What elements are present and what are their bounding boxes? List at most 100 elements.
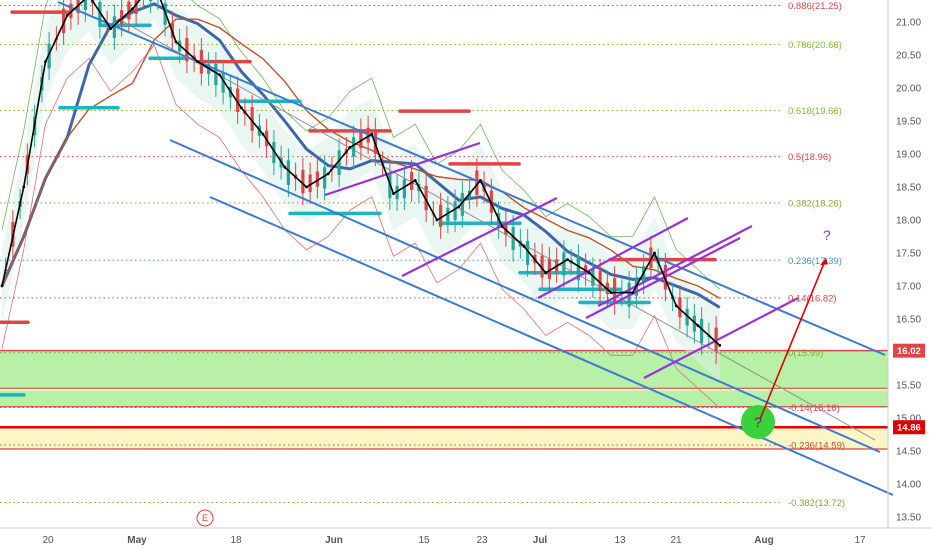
price-point-2 xyxy=(44,60,47,63)
bollinger-fill xyxy=(2,0,720,382)
target-circle xyxy=(741,404,775,439)
sub-channel-1a xyxy=(324,141,481,197)
fib-label-6: 0.14(16.82) xyxy=(788,293,837,304)
candle-body xyxy=(149,0,153,2)
x-tick-label-0: 20 xyxy=(42,535,54,546)
trend-channels[interactable] xyxy=(57,1,894,496)
zone-2 xyxy=(0,427,888,450)
target-question-mark-top: ? xyxy=(823,227,831,243)
candle-body xyxy=(286,160,290,185)
candle-body xyxy=(547,258,551,279)
candle-body xyxy=(649,247,653,269)
y-tick-label-4: 19.50 xyxy=(896,117,921,128)
price-point-6 xyxy=(131,7,134,11)
x-tick-label-1: May xyxy=(127,535,147,546)
y-tick-label-8: 17.50 xyxy=(896,249,921,260)
x-tick-label-9: Aug xyxy=(754,535,773,546)
candle-body xyxy=(562,252,566,276)
price-tag-0: 16.02 xyxy=(897,346,921,357)
candle-body xyxy=(214,63,218,86)
earnings-marker xyxy=(196,509,214,527)
y-tick-label-6: 18.50 xyxy=(896,183,921,194)
price-point-21 xyxy=(457,205,461,209)
candle-body xyxy=(685,308,689,326)
candle-body xyxy=(526,240,530,265)
y-tick-label-7: 18.00 xyxy=(896,216,921,227)
candle-body xyxy=(308,174,312,192)
y-tick-label-2: 20.50 xyxy=(896,51,921,62)
candle-body xyxy=(410,172,414,191)
price-point-14 xyxy=(305,185,308,189)
y-tick-label-10: 16.50 xyxy=(896,315,921,326)
sub-channel-1b xyxy=(401,197,558,277)
candle-body xyxy=(120,10,124,25)
y-tick-label-15: 14.00 xyxy=(896,480,921,491)
price-point-29 xyxy=(631,291,635,294)
candle-body xyxy=(98,1,102,27)
projection-arrowhead xyxy=(820,258,828,266)
price-point-25 xyxy=(544,271,548,275)
candle-body xyxy=(446,207,450,222)
candle-body xyxy=(475,170,479,195)
price-point-24 xyxy=(522,245,526,248)
price-point-0 xyxy=(0,284,4,288)
projection-arrow xyxy=(759,257,827,420)
envelope-upper xyxy=(1,0,721,290)
price-point-15 xyxy=(326,172,330,176)
price-point-8 xyxy=(174,40,178,44)
candle-body xyxy=(591,269,595,286)
channel-lower xyxy=(209,196,894,496)
candle-body xyxy=(598,270,602,292)
y-tick-label-3: 20.00 xyxy=(896,84,921,95)
sub-channel-2a xyxy=(537,217,689,299)
fib-label-3: 0.5(18.96) xyxy=(788,152,831,163)
candle-body xyxy=(323,167,327,189)
price-point-20 xyxy=(435,218,439,222)
x-tick-label-2: 18 xyxy=(230,535,242,546)
candle-body xyxy=(576,256,580,281)
price-point-26 xyxy=(566,258,569,261)
price-point-1 xyxy=(22,185,26,189)
candle-body xyxy=(185,37,189,62)
candle-body xyxy=(221,71,225,93)
candle-body xyxy=(395,186,399,200)
fib-label-8: -0.14(15.16) xyxy=(788,403,840,414)
y-tick-label-5: 19.00 xyxy=(896,150,921,161)
zone-0 xyxy=(0,350,888,389)
candle-body xyxy=(62,8,66,34)
fib-label-4: 0.382(18.26) xyxy=(788,198,842,209)
price-point-31 xyxy=(674,304,678,308)
price-point-3 xyxy=(65,14,69,17)
fib-levels: 0.886(21.25) 0.786(20.66) 0.618(19.66) 0.5(… xyxy=(0,1,845,509)
candle-body xyxy=(439,204,443,227)
projection[interactable]: ?? E xyxy=(196,227,831,527)
candle-body xyxy=(272,142,276,164)
target-question-mark: ? xyxy=(754,414,762,430)
candle-body xyxy=(250,107,254,131)
candle-body xyxy=(424,185,428,211)
fib-label-9: -0.236(14.59) xyxy=(788,441,845,452)
price-tag-bg-0 xyxy=(893,343,925,358)
candle-body xyxy=(352,137,356,157)
zone-1 xyxy=(0,390,888,407)
x-tick-label-8: 21 xyxy=(670,535,682,546)
price-tag-bg-1 xyxy=(893,420,925,435)
price-point-9 xyxy=(196,60,200,63)
candle-body xyxy=(700,318,704,344)
candle-body xyxy=(460,193,464,216)
candle-body xyxy=(83,0,87,11)
x-tick-label-7: 13 xyxy=(614,535,626,546)
fib-label-1: 0.786(20.66) xyxy=(788,40,842,51)
candle-body xyxy=(134,0,138,14)
candle-body xyxy=(613,278,617,303)
candle-body xyxy=(555,259,559,271)
sub-channel-3a xyxy=(643,297,799,379)
y-tick-label-9: 17.00 xyxy=(896,282,921,293)
price-point-18 xyxy=(392,192,395,196)
candle-body xyxy=(69,3,73,18)
regression-line xyxy=(119,19,876,441)
price-point-12 xyxy=(261,132,265,136)
fib-label-7: 0(15.99) xyxy=(788,348,823,359)
